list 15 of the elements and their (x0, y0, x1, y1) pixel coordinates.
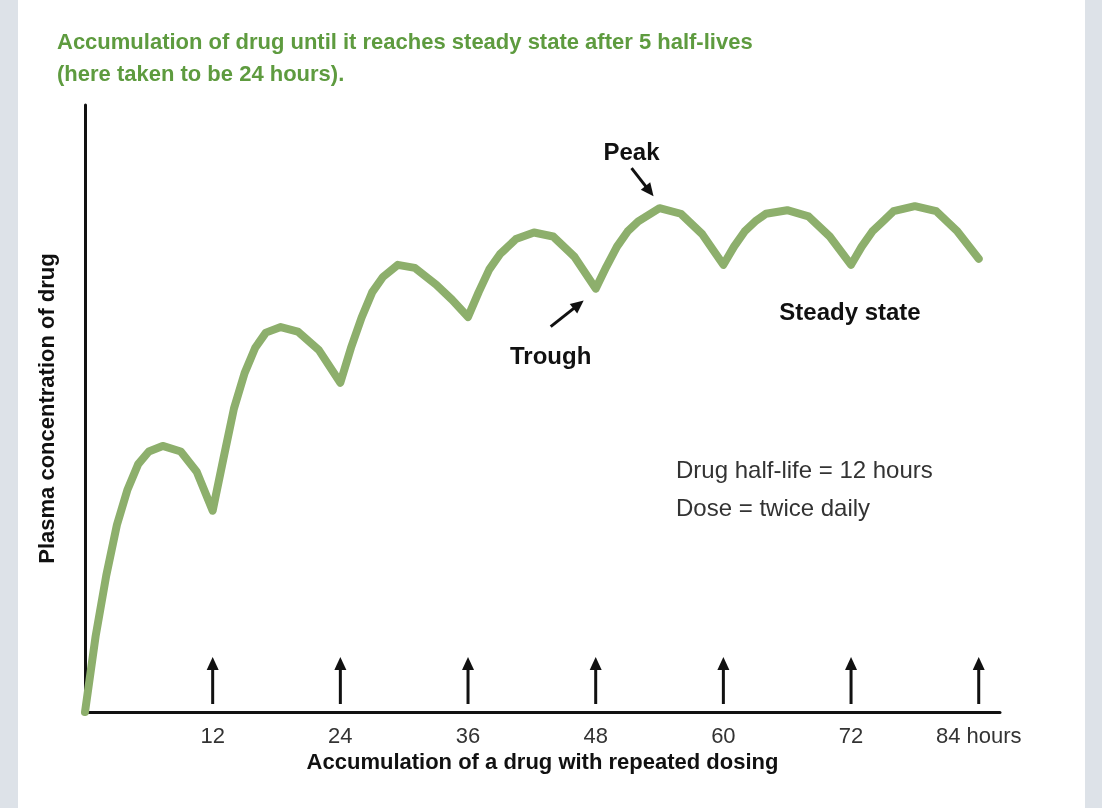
x-tick-label: 84 hours (935, 722, 1022, 748)
annotation: Drug half-life = 12 hours (676, 456, 933, 483)
annotation: Peak (603, 138, 661, 166)
x-tick-label: 48 (583, 722, 608, 748)
x-tick-label: 12 (200, 722, 225, 748)
x-tick-label: 72 (838, 722, 864, 748)
y-axis-title: Plasma concentration of drug (33, 253, 59, 564)
x-tick-label: 24 (328, 722, 353, 748)
annotation: Trough (510, 341, 592, 369)
x-tick-label: 60 (711, 722, 736, 748)
x-axis-title: Accumulation of a drug with repeated dosing (306, 749, 779, 775)
chart-title: Accumulation of drug until it reaches steady state after 5 half-lives (here taken to be 24 hours). (57, 28, 759, 86)
annotation: Steady state (779, 298, 921, 325)
annotation: Dose = twice daily (676, 494, 871, 521)
x-tick-label: 36 (455, 722, 481, 748)
